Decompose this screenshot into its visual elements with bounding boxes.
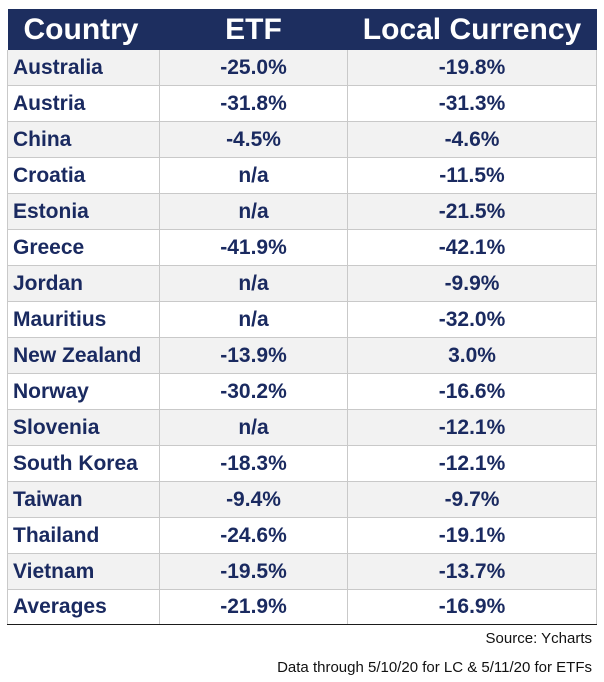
table-row: Slovenia n/a -12.1%: [7, 409, 597, 446]
cell-country: South Korea: [7, 445, 160, 482]
cell-etf: n/a: [159, 409, 348, 446]
cell-local-currency: -13.7%: [347, 553, 597, 590]
table-row: Greece -41.9% -42.1%: [7, 229, 597, 266]
cell-country: Austria: [7, 85, 160, 122]
returns-table-container: Country ETF Local Currency Australia -25…: [7, 9, 597, 625]
cell-local-currency: -12.1%: [347, 409, 597, 446]
cell-local-currency: -31.3%: [347, 85, 597, 122]
table-row: Estonia n/a -21.5%: [7, 193, 597, 230]
table-row: Mauritius n/a -32.0%: [7, 301, 597, 338]
returns-table: Country ETF Local Currency Australia -25…: [7, 9, 597, 625]
cell-local-currency: -21.5%: [347, 193, 597, 230]
header-country: Country: [7, 9, 160, 50]
cell-country: Slovenia: [7, 409, 160, 446]
cell-country: Thailand: [7, 517, 160, 554]
table-row: Australia -25.0% -19.8%: [7, 50, 597, 86]
data-date-note: Data through 5/10/20 for LC & 5/11/20 fo…: [277, 659, 592, 676]
cell-etf: -18.3%: [159, 445, 348, 482]
cell-country: China: [7, 121, 160, 158]
cell-etf: -25.0%: [159, 50, 348, 86]
cell-etf: -30.2%: [159, 373, 348, 410]
table-row: Croatia n/a -11.5%: [7, 157, 597, 194]
table-row: Norway -30.2% -16.6%: [7, 373, 597, 410]
cell-local-currency: -11.5%: [347, 157, 597, 194]
table-row: South Korea -18.3% -12.1%: [7, 445, 597, 482]
header-local-currency: Local Currency: [347, 9, 597, 50]
cell-etf: -13.9%: [159, 337, 348, 374]
table-row: Jordan n/a -9.9%: [7, 265, 597, 302]
header-etf: ETF: [159, 9, 348, 50]
cell-country: New Zealand: [7, 337, 160, 374]
averages-etf: -21.9%: [159, 589, 348, 625]
averages-label: Averages: [7, 589, 160, 625]
table-row: Taiwan -9.4% -9.7%: [7, 481, 597, 518]
cell-country: Estonia: [7, 193, 160, 230]
averages-local-currency: -16.9%: [347, 589, 597, 625]
source-note: Source: Ycharts: [485, 630, 592, 647]
cell-etf: -4.5%: [159, 121, 348, 158]
table-row: Austria -31.8% -31.3%: [7, 85, 597, 122]
table-body: Australia -25.0% -19.8% Austria -31.8% -…: [7, 50, 597, 625]
cell-local-currency: -42.1%: [347, 229, 597, 266]
cell-country: Croatia: [7, 157, 160, 194]
cell-local-currency: -19.8%: [347, 50, 597, 86]
cell-country: Mauritius: [7, 301, 160, 338]
cell-country: Jordan: [7, 265, 160, 302]
table-header: Country ETF Local Currency: [7, 9, 597, 50]
table-row: Thailand -24.6% -19.1%: [7, 517, 597, 554]
cell-country: Australia: [7, 50, 160, 86]
table-row: Vietnam -19.5% -13.7%: [7, 553, 597, 590]
cell-country: Norway: [7, 373, 160, 410]
cell-local-currency: -32.0%: [347, 301, 597, 338]
cell-etf: -19.5%: [159, 553, 348, 590]
cell-etf: n/a: [159, 193, 348, 230]
cell-country: Greece: [7, 229, 160, 266]
cell-etf: -9.4%: [159, 481, 348, 518]
cell-etf: n/a: [159, 265, 348, 302]
cell-local-currency: -19.1%: [347, 517, 597, 554]
cell-local-currency: -9.7%: [347, 481, 597, 518]
table-row: China -4.5% -4.6%: [7, 121, 597, 158]
cell-etf: -24.6%: [159, 517, 348, 554]
table-row: New Zealand -13.9% 3.0%: [7, 337, 597, 374]
averages-row: Averages -21.9% -16.9%: [7, 589, 597, 625]
cell-etf: -41.9%: [159, 229, 348, 266]
cell-local-currency: -9.9%: [347, 265, 597, 302]
cell-local-currency: 3.0%: [347, 337, 597, 374]
cell-etf: n/a: [159, 157, 348, 194]
cell-etf: n/a: [159, 301, 348, 338]
cell-etf: -31.8%: [159, 85, 348, 122]
header-row: Country ETF Local Currency: [7, 9, 597, 50]
cell-local-currency: -16.6%: [347, 373, 597, 410]
cell-local-currency: -4.6%: [347, 121, 597, 158]
cell-country: Vietnam: [7, 553, 160, 590]
cell-local-currency: -12.1%: [347, 445, 597, 482]
cell-country: Taiwan: [7, 481, 160, 518]
